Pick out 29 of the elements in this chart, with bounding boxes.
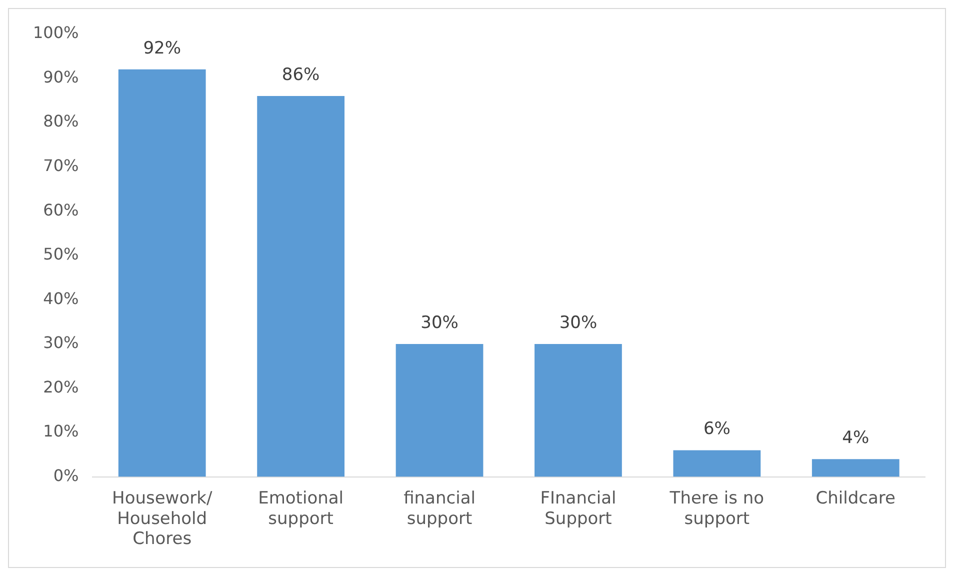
y-tick-label: 80% [43,112,79,131]
x-tick-label: FInancial Support [540,488,616,529]
bar [118,69,206,477]
bar [812,459,900,477]
x-tick-label: Emotional support [258,488,344,529]
bar [257,96,344,477]
x-tick-label: Childcare [816,488,896,508]
x-tick-label: There is no support [668,488,764,529]
x-tick-label: Housework/Household Chores [112,488,212,550]
y-tick-label: 50% [43,244,79,264]
x-tick-label: financial support [404,488,476,529]
y-tick-label: 0% [53,466,79,485]
y-tick-label: 40% [43,288,79,308]
data-label: 4% [842,428,870,448]
y-tick-label: 10% [43,422,79,441]
y-tick-label: 90% [43,67,79,86]
data-label: 6% [703,419,730,440]
y-tick-label: 70% [43,156,79,175]
data-label: 30% [420,312,458,333]
bar [396,344,484,477]
bar [534,344,622,477]
data-label: 30% [559,312,598,333]
y-tick-label: 20% [43,377,79,396]
data-label: 86% [282,64,320,85]
y-tick-label: 30% [43,333,79,352]
y-tick-label: 100% [32,23,79,42]
bar [673,450,761,477]
y-tick-label: 60% [43,200,79,220]
data-label: 92% [143,38,181,58]
